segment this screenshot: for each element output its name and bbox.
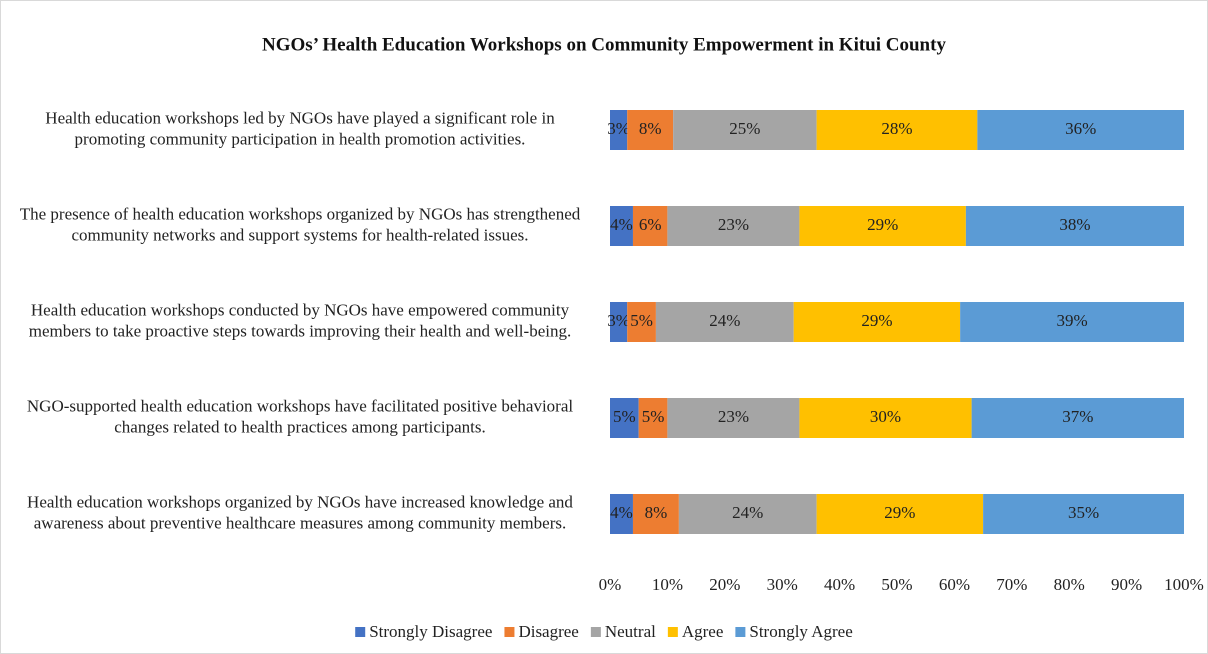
- bar-segment: [667, 398, 800, 438]
- data-label: 23%: [718, 407, 749, 426]
- bar-segment: [627, 110, 674, 150]
- bar-segment: [965, 206, 1184, 246]
- x-tick-label: 100%: [1164, 575, 1204, 594]
- legend-label: Agree: [682, 622, 724, 641]
- data-label: 6%: [639, 215, 662, 234]
- data-label: 37%: [1062, 407, 1093, 426]
- data-label: 5%: [642, 407, 665, 426]
- data-label: 29%: [884, 503, 915, 522]
- legend-swatch: [504, 627, 515, 637]
- bar-segment: [610, 110, 628, 150]
- data-label: 30%: [870, 407, 901, 426]
- bar-segment: [983, 494, 1184, 534]
- bar-segment: [655, 302, 794, 342]
- bar-segment: [632, 494, 679, 534]
- bar-segment: [638, 398, 668, 438]
- x-tick-label: 0%: [599, 575, 622, 594]
- legend-swatch: [590, 627, 601, 637]
- data-label: 3%: [607, 311, 630, 330]
- y-tick-label: Health education workshops led by NGOs h…: [45, 108, 555, 148]
- x-tick-label: 50%: [881, 575, 912, 594]
- y-tick-label: Health education workshops organized by …: [27, 492, 573, 532]
- bar-segment: [627, 302, 656, 342]
- bar-segment: [673, 110, 817, 150]
- x-tick-label: 70%: [996, 575, 1027, 594]
- legend-swatch: [667, 627, 678, 637]
- bar-segment: [799, 398, 972, 438]
- bar-segment: [632, 206, 668, 246]
- data-label: 3%: [607, 119, 630, 138]
- legend-swatch: [355, 627, 366, 637]
- bar-segment: [667, 206, 800, 246]
- bar-segment: [678, 494, 817, 534]
- data-label: 4%: [610, 503, 633, 522]
- y-tick-label: Health education workshops conducted by …: [29, 300, 571, 340]
- bar-segment: [610, 302, 628, 342]
- bar-segment: [610, 398, 639, 438]
- y-tick-label: NGO-supported health education workshops…: [27, 396, 573, 436]
- bar-segment: [971, 398, 1184, 438]
- bar-segment: [799, 206, 966, 246]
- chart-title: NGOs’ Health Education Workshops on Comm…: [262, 34, 946, 55]
- data-label: 29%: [861, 311, 892, 330]
- x-tick-label: 90%: [1111, 575, 1142, 594]
- legend-label: Strongly Disagree: [369, 622, 492, 641]
- data-label: 29%: [867, 215, 898, 234]
- data-label: 8%: [645, 503, 668, 522]
- x-tick-label: 20%: [709, 575, 740, 594]
- data-label: 23%: [718, 215, 749, 234]
- data-label: 24%: [732, 503, 763, 522]
- data-label: 8%: [639, 119, 662, 138]
- bar-segment: [816, 494, 984, 534]
- data-label: 4%: [610, 215, 633, 234]
- legend-label: Strongly Agree: [749, 622, 852, 641]
- x-tick-label: 40%: [824, 575, 855, 594]
- data-label: 24%: [709, 311, 740, 330]
- x-tick-label: 80%: [1054, 575, 1085, 594]
- x-tick-label: 60%: [939, 575, 970, 594]
- bar-segment: [610, 206, 633, 246]
- legend-swatch: [735, 627, 746, 637]
- x-tick-label: 30%: [767, 575, 798, 594]
- data-label: 39%: [1056, 311, 1087, 330]
- data-label: 38%: [1059, 215, 1090, 234]
- y-tick-label: The presence of health education worksho…: [20, 204, 581, 244]
- bar-segment: [816, 110, 978, 150]
- data-label: 25%: [729, 119, 760, 138]
- x-tick-label: 10%: [652, 575, 683, 594]
- data-label: 5%: [613, 407, 636, 426]
- bar-segment: [960, 302, 1184, 342]
- data-label: 36%: [1065, 119, 1096, 138]
- bar-segment: [793, 302, 961, 342]
- bar-segment: [977, 110, 1184, 150]
- data-label: 5%: [630, 311, 653, 330]
- legend-label: Neutral: [605, 622, 656, 641]
- bar-segment: [610, 494, 633, 534]
- data-label: 28%: [881, 119, 912, 138]
- data-label: 35%: [1068, 503, 1099, 522]
- legend-label: Disagree: [518, 622, 578, 641]
